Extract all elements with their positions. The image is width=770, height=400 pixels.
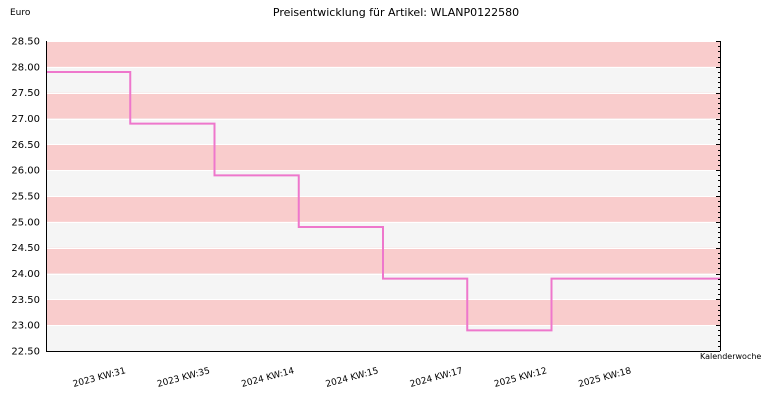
y-tick-label: 25.50 <box>11 192 40 203</box>
chart-title: Preisentwicklung für Artikel: WLANP01225… <box>273 6 519 19</box>
y-tick-label: 26.50 <box>11 140 40 151</box>
background-band <box>46 41 720 67</box>
y-tick-label: 27.50 <box>11 88 40 99</box>
x-axis-label: Kalenderwoche <box>700 352 761 361</box>
background-band <box>46 170 720 196</box>
y-tick-label: 22.50 <box>11 347 40 358</box>
y-tick-label: 28.00 <box>11 62 40 73</box>
x-tick-label: 2025 KW:12 <box>493 366 548 390</box>
y-tick-label: 23.00 <box>11 321 40 332</box>
background-band <box>46 66 720 93</box>
y-tick-label: 23.50 <box>11 295 40 306</box>
x-tick-label: 2024 KW:15 <box>325 366 380 390</box>
price-step-line <box>46 71 720 332</box>
y-tick-label: 28.50 <box>11 37 40 48</box>
background-band <box>46 92 720 119</box>
y-axis-label: Euro <box>10 8 31 18</box>
x-tick-label: 2023 KW:35 <box>156 366 211 390</box>
background-band <box>46 118 720 145</box>
y-tick-label: 24.00 <box>11 269 40 280</box>
y-tick-label: 25.00 <box>11 217 40 228</box>
background-band <box>46 325 720 351</box>
right-minor-ticks <box>716 41 720 352</box>
x-tick-label: 2024 KW:14 <box>240 366 295 390</box>
x-tick-label: 2025 KW:18 <box>577 366 632 390</box>
y-tick-label: 27.00 <box>11 114 40 125</box>
background-band <box>46 144 720 171</box>
background-band <box>46 299 720 326</box>
y-tick-label: 26.00 <box>11 166 40 177</box>
y-tick-labels: 22.50 23.00 23.50 24.00 24.50 25.00 25.50 26.00… <box>11 37 40 358</box>
x-tick-labels: 2023 KW:31 2023 KW:35 2024 KW:14 2024 KW:15… <box>72 366 633 390</box>
x-tick-label: 2024 KW:17 <box>409 366 464 390</box>
y-tick-label: 24.50 <box>11 243 40 254</box>
background-band <box>46 196 720 222</box>
x-tick-label: 2023 KW:31 <box>72 366 127 390</box>
